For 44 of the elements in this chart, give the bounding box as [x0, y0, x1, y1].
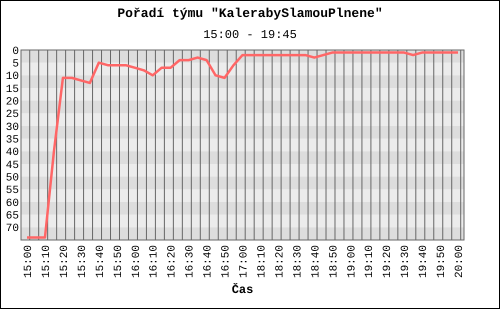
- x-tick-label: 15:40: [94, 245, 107, 278]
- x-tick-label: 18:10: [256, 245, 268, 278]
- y-tick-label: 20: [6, 96, 19, 109]
- y-tick-label: 35: [6, 134, 19, 147]
- x-tick-label: 16:30: [184, 245, 197, 278]
- x-tick-label: 19:00: [346, 245, 358, 278]
- x-tick-label: 15:30: [76, 245, 89, 278]
- y-tick-label: 50: [6, 172, 19, 185]
- x-tick-label: 19:30: [400, 245, 412, 278]
- y-tick-label: 30: [6, 122, 19, 134]
- x-tick-label: 15:10: [40, 245, 53, 278]
- x-tick-label: 19:20: [382, 245, 394, 278]
- y-tick-label: 45: [6, 160, 19, 172]
- y-tick-label: 55: [6, 185, 19, 198]
- chart-title: Pořadí týmu "KalerabySlamouPlnene": [117, 6, 383, 21]
- x-tick-label: 19:10: [364, 245, 376, 278]
- chart-subtitle: 15:00 - 19:45: [203, 28, 297, 42]
- x-tick-label: 16:00: [130, 245, 143, 278]
- y-tick-label: 40: [6, 147, 19, 160]
- x-tick-label: 17:00: [238, 245, 250, 278]
- x-tick-label: 15:20: [58, 245, 71, 278]
- y-tick-label: 5: [12, 58, 19, 71]
- y-tick-label: 65: [6, 210, 19, 223]
- x-tick-label: 16:10: [148, 245, 161, 278]
- y-tick-label: 25: [6, 109, 19, 122]
- y-tick-label: 0: [12, 46, 19, 58]
- x-tick-label: 18:30: [292, 245, 304, 278]
- x-axis-title: Čas: [232, 283, 254, 297]
- x-tick-label: 18:20: [274, 245, 286, 278]
- x-tick-label: 19:50: [436, 245, 448, 278]
- x-tick-label: 16:20: [166, 245, 179, 278]
- x-tick-label: 16:40: [202, 245, 215, 278]
- x-tick-label: 19:40: [418, 245, 430, 278]
- x-tick-label: 18:50: [328, 245, 340, 278]
- y-tick-label: 70: [6, 223, 19, 236]
- x-tick-label: 15:00: [23, 245, 35, 278]
- x-tick-label: 20:00: [454, 245, 466, 278]
- y-tick-label: 60: [6, 198, 19, 210]
- x-tick-label: 15:50: [112, 245, 125, 278]
- y-tick-label: 15: [6, 84, 19, 96]
- x-tick-label: 16:50: [220, 245, 233, 278]
- y-tick-label: 10: [6, 71, 19, 84]
- x-tick-label: 18:40: [310, 245, 322, 278]
- line-series: [26, 51, 460, 239]
